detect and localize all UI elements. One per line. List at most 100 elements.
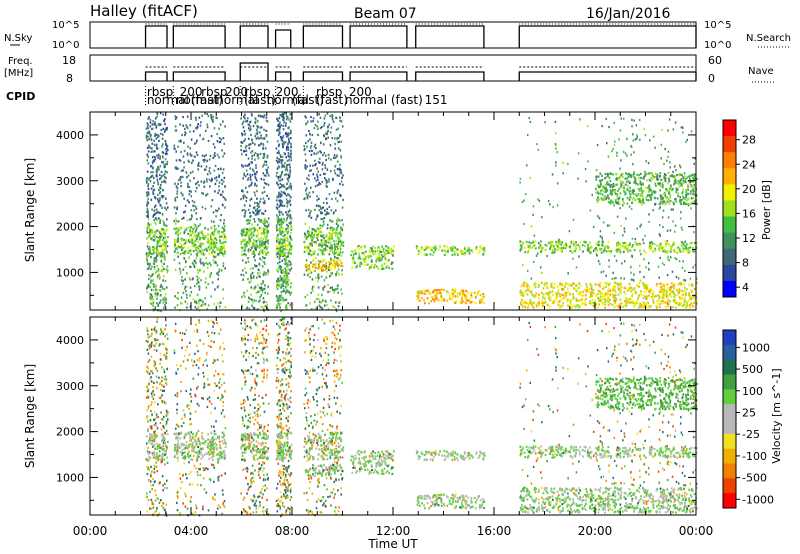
scatter-cell bbox=[213, 246, 216, 249]
scatter-cell bbox=[216, 248, 218, 251]
scatter-cell bbox=[195, 126, 197, 130]
scatter-cell bbox=[218, 270, 221, 273]
scatter-cell bbox=[162, 156, 164, 159]
scatter-cell bbox=[608, 246, 611, 249]
scatter-cell bbox=[306, 274, 309, 277]
scatter-cell bbox=[279, 113, 282, 117]
scatter-cell bbox=[290, 142, 292, 145]
scatter-cell bbox=[315, 218, 317, 221]
scatter-cell bbox=[262, 116, 265, 119]
scatter-cell bbox=[278, 248, 281, 251]
scatter-cell bbox=[333, 256, 336, 259]
scatter-cell bbox=[151, 265, 153, 268]
scatter-cell bbox=[197, 281, 200, 284]
scatter-cell bbox=[218, 127, 220, 130]
scatter-cell bbox=[312, 164, 314, 167]
scatter-cell bbox=[206, 159, 209, 163]
scatter-cell bbox=[439, 291, 442, 295]
scatter-cell bbox=[283, 141, 285, 144]
scatter-cell bbox=[200, 248, 203, 251]
scatter-cell bbox=[174, 117, 177, 120]
scatter-cell bbox=[289, 242, 292, 246]
scatter-cell bbox=[280, 124, 282, 127]
scatter-cell bbox=[147, 224, 149, 227]
scatter-cell bbox=[446, 299, 449, 302]
scatter-cell bbox=[658, 224, 661, 227]
scatter-cell bbox=[313, 145, 316, 148]
scatter-cell bbox=[222, 247, 225, 250]
scatter-cell bbox=[336, 168, 339, 171]
scatter-cell bbox=[538, 302, 541, 305]
scatter-cell bbox=[146, 177, 148, 180]
scatter-cell bbox=[616, 282, 619, 285]
scatter-cell bbox=[658, 296, 661, 300]
scatter-cell bbox=[314, 185, 317, 188]
scatter-cell bbox=[311, 239, 313, 242]
scatter-cell bbox=[538, 283, 540, 286]
scatter-cell bbox=[177, 220, 180, 223]
scatter-cell bbox=[334, 172, 337, 175]
scatter-cell bbox=[342, 223, 344, 226]
scatter-cell bbox=[325, 179, 327, 182]
scatter-cell bbox=[681, 192, 684, 195]
scatter-cell bbox=[639, 176, 642, 180]
scatter-cell bbox=[425, 292, 428, 295]
scatter-cell bbox=[283, 112, 286, 115]
scatter-cell bbox=[286, 232, 289, 235]
scatter-cell bbox=[373, 266, 376, 269]
scatter-cell bbox=[314, 250, 316, 253]
scatter-cell bbox=[312, 250, 314, 254]
scatter-cell bbox=[181, 217, 184, 221]
scatter-cell bbox=[526, 288, 529, 291]
scatter-cell bbox=[202, 250, 204, 253]
scatter-cell bbox=[590, 287, 593, 290]
scatter-cell bbox=[656, 197, 659, 200]
scatter-cell bbox=[650, 287, 652, 290]
scatter-cell bbox=[354, 249, 357, 252]
scatter-cell bbox=[194, 239, 197, 242]
scatter-cell bbox=[688, 292, 691, 295]
scatter-cell bbox=[201, 114, 203, 117]
scatter-cell bbox=[196, 251, 199, 254]
scatter-cell bbox=[156, 115, 158, 118]
scatter-cell bbox=[209, 233, 212, 237]
scatter-cell bbox=[152, 301, 155, 304]
scatter-cell bbox=[327, 136, 330, 139]
scatter-cell bbox=[567, 290, 570, 294]
scatter-cell bbox=[166, 148, 169, 152]
scatter-cell bbox=[661, 286, 664, 289]
scatter-cell bbox=[570, 240, 573, 243]
scatter-cell bbox=[153, 233, 156, 236]
scatter-cell bbox=[245, 199, 248, 203]
scatter-cell bbox=[249, 204, 251, 207]
scatter-cell bbox=[563, 244, 565, 247]
scatter-cell bbox=[189, 253, 192, 256]
scatter-cell bbox=[289, 226, 292, 229]
scatter-cell bbox=[558, 248, 561, 251]
scatter-cell bbox=[474, 296, 477, 299]
scatter-cell bbox=[163, 179, 166, 182]
scatter-cell bbox=[379, 250, 381, 253]
scatter-cell bbox=[330, 299, 332, 302]
scatter-cell bbox=[266, 245, 269, 248]
scatter-cell bbox=[221, 247, 223, 250]
scatter-cell bbox=[183, 197, 185, 200]
scatter-cell bbox=[148, 130, 150, 134]
scatter-cell bbox=[276, 280, 278, 283]
scatter-cell bbox=[313, 231, 316, 235]
scatter-cell bbox=[177, 182, 180, 186]
scatter-cell bbox=[160, 176, 162, 179]
scatter-cell bbox=[370, 260, 373, 263]
scatter-cell bbox=[309, 146, 312, 149]
scatter-cell bbox=[322, 172, 325, 175]
scatter-cell bbox=[189, 171, 192, 174]
scatter-cell bbox=[676, 294, 679, 297]
scatter-cell bbox=[553, 282, 556, 285]
scatter-cell bbox=[185, 171, 188, 174]
scatter-cell bbox=[338, 253, 341, 256]
scatter-cell bbox=[248, 222, 251, 225]
scatter-cell bbox=[249, 121, 251, 124]
scatter-cell bbox=[195, 207, 198, 210]
scatter-cell bbox=[453, 250, 456, 253]
